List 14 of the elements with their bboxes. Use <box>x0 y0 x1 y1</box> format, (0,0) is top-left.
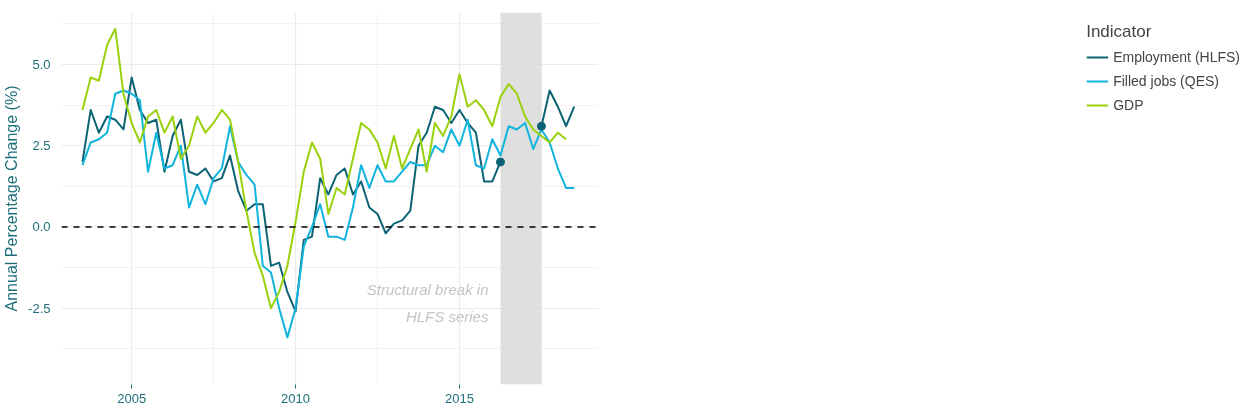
band-label: Structural break in HLFS series <box>366 280 489 325</box>
y-tick-label: 0.0 <box>32 219 51 235</box>
y-tick-label: 5.0 <box>32 56 51 72</box>
x-tick-label: 2005 <box>117 390 147 406</box>
legend-label: Filled jobs (QES) <box>1113 73 1219 89</box>
legend-label: GDP <box>1113 97 1144 113</box>
y-tick-label: 2.5 <box>32 138 51 154</box>
y-axis-title: Annual Percentage Change (%) <box>3 85 21 312</box>
x-tick-label: 2015 <box>445 390 474 406</box>
legend-label: Employment (HLFS) <box>1113 49 1240 65</box>
line-series <box>81 27 568 310</box>
legend-title: Indicator <box>1086 22 1153 42</box>
x-tick-label: 2010 <box>281 390 311 406</box>
y-tick-label: -2.5 <box>28 300 51 316</box>
